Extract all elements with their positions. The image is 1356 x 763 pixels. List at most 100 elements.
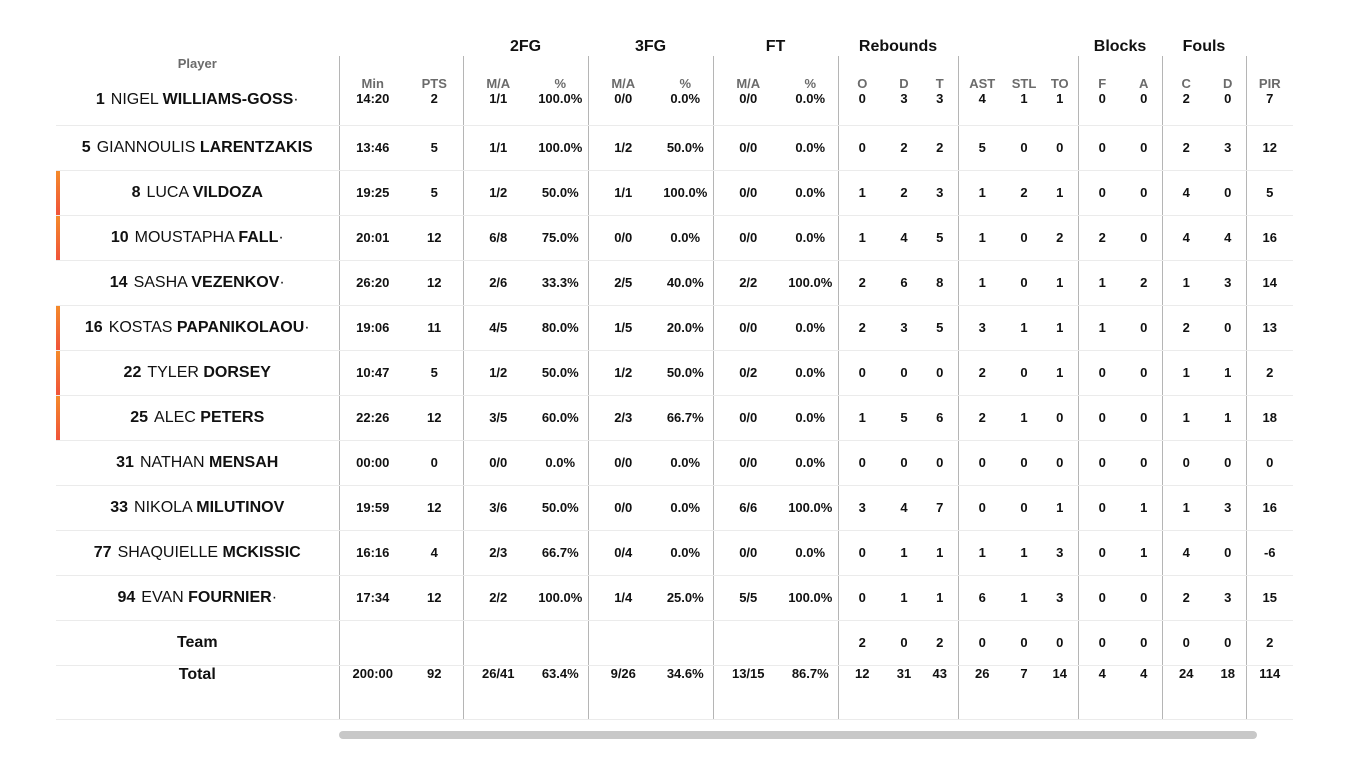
stat-2fg-pct: 50.0% [533,170,588,216]
player-number: 16 [84,318,103,336]
stat-reb-t: 43 [922,665,958,720]
empty-group-header [56,25,339,56]
stat-2fg-ma: 1/1 [462,91,533,126]
stat-blk-f: 0 [1077,350,1126,396]
stat-blk-f: 0 [1077,125,1126,171]
column-header-stl[interactable]: STL [1011,76,1037,91]
stat-ft-ma: 0/0 [712,125,783,171]
player-row[interactable]: 25 ALEC PETERS 22:26 12 3/5 60.0% 2/3 66.7% 0/0 0… [56,395,1293,441]
player-name-cell[interactable]: 16 KOSTAS PAPANIKOLAOU· [56,305,339,351]
player-row[interactable]: 22 TYLER DORSEY 10:47 5 1/2 50.0% 1/2 50.0% 0/2 0… [56,350,1293,396]
stat-blk-a: 2 [1126,260,1162,306]
stat-foul-d: 0 [1210,440,1246,486]
stat-pir: 12 [1245,125,1293,171]
stat-2fg-ma: 3/6 [462,485,533,531]
player-name-cell[interactable]: 10 MOUSTAPHA FALL· [56,215,339,261]
column-header-ft-ma[interactable]: M/A [712,56,783,91]
player-name-cell[interactable]: 33 NIKOLA MILUTINOV [56,485,339,531]
stat-reb-d: 3 [886,91,922,126]
stat-foul-c: 1 [1161,260,1210,306]
player-name-cell[interactable]: 1 NIGEL WILLIAMS-GOSS· [56,91,339,126]
stat-reb-d: 3 [886,305,922,351]
stat-3fg-ma: 1/2 [587,125,658,171]
player-last-name[interactable]: WILLIAMS-GOSS [162,91,294,108]
player-last-name[interactable]: MENSAH [209,453,279,471]
player-row[interactable]: 33 NIKOLA MILUTINOV 19:59 12 3/6 50.0% 0/0 0.0%… [56,485,1293,531]
player-name-cell[interactable]: 8 LUCA VILDOZA [56,170,339,216]
stat-reb-d: 2 [886,170,922,216]
player-last-name[interactable]: VEZENKOV [191,273,280,291]
player-row[interactable]: 94 EVAN FOURNIER· 17:34 12 2/2 100.0% 1/4 25.0%… [56,575,1293,621]
horizontal-scrollbar[interactable] [339,731,1257,739]
stat-ft-pct: 100.0% [783,260,838,306]
column-header-player[interactable]: Player [177,56,217,71]
team-row: Team 2 0 2 0 0 0 0 0 0 0 2 [56,620,1293,666]
player-last-name[interactable]: PETERS [200,408,265,426]
column-header-pts[interactable]: PTS [421,76,447,91]
stat-to: 0 [1042,125,1078,171]
stat-pir: 14 [1245,260,1293,306]
stat-ft-pct: 100.0% [783,485,838,531]
player-last-name[interactable]: FALL [238,228,279,246]
player-name-cell[interactable]: 31 NATHAN MENSAH [56,440,339,486]
stat-blk-f: 0 [1077,440,1126,486]
column-header-pir[interactable]: PIR [1245,56,1293,91]
player-row[interactable]: 1 NIGEL WILLIAMS-GOSS· 14:20 2 1/1 100.0% 0/0 0… [56,91,1293,126]
stat-ft-ma: 0/0 [712,395,783,441]
player-name-cell[interactable]: 5 GIANNOULIS LARENTZAKIS [56,125,339,171]
stat-to: 1 [1042,91,1078,126]
player-name-cell[interactable]: 77 SHAQUIELLE MCKISSIC [56,530,339,576]
player-last-name[interactable]: MILUTINOV [196,498,285,516]
player-last-name[interactable]: PAPANIKOLAOU [176,318,305,336]
stat-ft-pct: 0.0% [783,440,838,486]
stat-2fg-ma: 2/2 [462,575,533,621]
column-header-blk-f[interactable]: F [1077,56,1126,91]
column-header-foul-d[interactable]: D [1223,76,1233,91]
player-row[interactable]: 16 KOSTAS PAPANIKOLAOU· 19:06 11 4/5 80.0% 1/5… [56,305,1293,351]
player-last-name[interactable]: DORSEY [203,363,271,381]
column-header-to[interactable]: TO [1050,76,1069,91]
player-mark: · [279,273,285,291]
player-last-name[interactable]: FOURNIER [188,588,272,606]
column-header-2fg-pct[interactable]: % [554,76,567,91]
player-row[interactable]: 8 LUCA VILDOZA 19:25 5 1/2 50.0% 1/1 100.0% 0/0 0… [56,170,1293,216]
column-header-min[interactable]: Min [338,56,406,91]
player-last-name[interactable]: MCKISSIC [222,543,301,561]
column-header-2fg-ma[interactable]: M/A [462,56,533,91]
stat-blk-a: 0 [1126,620,1162,666]
column-header-foul-c[interactable]: C [1161,56,1210,91]
stat-stl: 1 [1006,305,1042,351]
column-header-reb-d[interactable]: D [899,76,909,91]
stat-min: 26:20 [338,260,406,306]
player-name-cell[interactable]: 14 SASHA VEZENKOV· [56,260,339,306]
column-header-ft-pct[interactable]: % [804,76,817,91]
stat-blk-f: 0 [1077,575,1126,621]
stat-ast: 6 [957,575,1006,621]
column-header-blk-a[interactable]: A [1139,76,1149,91]
group-header-3fg: 3FG [634,38,667,55]
stat-reb-t: 8 [922,260,958,306]
stat-ast: 3 [957,305,1006,351]
player-name-cell[interactable]: 94 EVAN FOURNIER· [56,575,339,621]
stat-blk-f: 0 [1077,395,1126,441]
player-last-name[interactable]: VILDOZA [192,183,263,201]
stat-stl: 0 [1006,350,1042,396]
stat-stl: 2 [1006,170,1042,216]
player-row[interactable]: 14 SASHA VEZENKOV· 26:20 12 2/6 33.3% 2/5 40.0%… [56,260,1293,306]
player-name-cell[interactable]: 22 TYLER DORSEY [56,350,339,396]
player-row[interactable]: 10 MOUSTAPHA FALL· 20:01 12 6/8 75.0% 0/0 0.0% 0… [56,215,1293,261]
column-header-3fg-ma[interactable]: M/A [587,56,658,91]
player-first-name: KOSTAS [108,318,173,336]
player-name-cell[interactable]: 25 ALEC PETERS [56,395,339,441]
player-row[interactable]: 31 NATHAN MENSAH 00:00 0 0/0 0.0% 0/0 0.0% 0/0 0.… [56,440,1293,486]
stat-blk-a: 1 [1126,530,1162,576]
column-header-reb-o[interactable]: O [837,56,886,91]
stat-3fg-pct [658,620,713,666]
column-header-reb-t[interactable]: T [935,76,944,91]
player-last-name[interactable]: LARENTZAKIS [199,138,313,156]
column-header-ast[interactable]: AST [957,56,1006,91]
player-row[interactable]: 77 SHAQUIELLE MCKISSIC 16:16 4 2/3 66.7% 0/4 0.… [56,530,1293,576]
player-row[interactable]: 5 GIANNOULIS LARENTZAKIS 13:46 5 1/1 100.0% 1/… [56,125,1293,171]
stat-2fg-pct: 63.4% [533,665,588,720]
column-header-3fg-pct[interactable]: % [679,76,692,91]
